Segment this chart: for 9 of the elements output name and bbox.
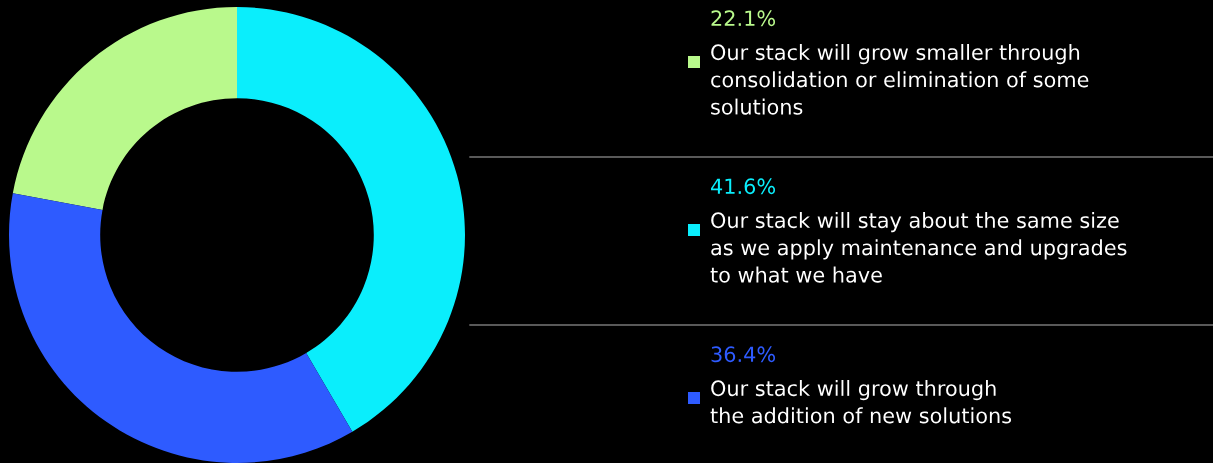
data-label: 36.4% [711, 346, 776, 363]
data-label: 22.1% [711, 10, 776, 27]
legend-label: Our stack will grow smaller through consolidation or elimination of some solutions [711, 44, 1089, 115]
data-label: 41.6% [711, 178, 776, 195]
legend-label: Our stack will grow through the addition of new solutions [710, 380, 1012, 424]
legend-label: Our stack will stay about the same size as we apply maintenance and upgrades to what we have [710, 212, 1127, 283]
donut-slice [12, 7, 237, 211]
donut-slice [237, 7, 465, 432]
donut-slice [9, 193, 353, 463]
